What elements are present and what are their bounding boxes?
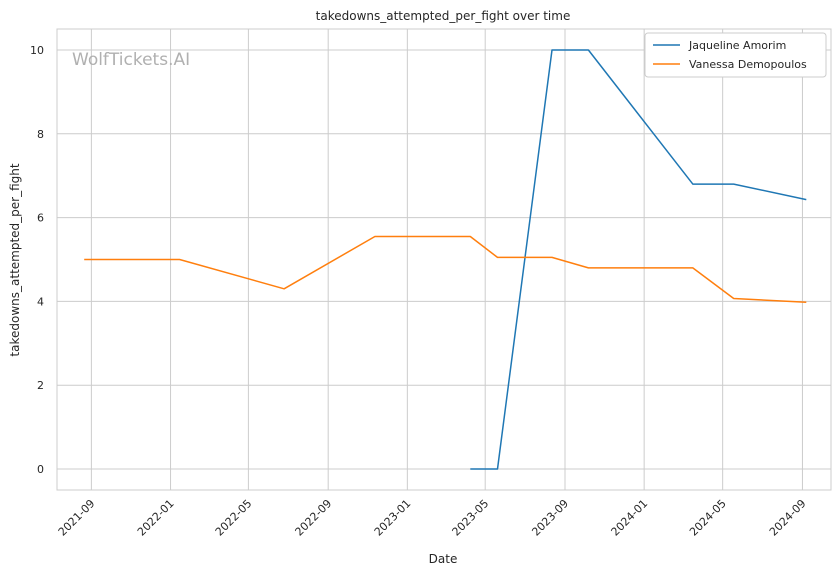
- y-tick-label: 6: [37, 212, 44, 225]
- x-tick-label: 2023-05: [450, 497, 492, 539]
- chart-title: takedowns_attempted_per_fight over time: [316, 9, 571, 23]
- series-layer: [84, 49, 807, 470]
- x-tick-label: 2023-01: [372, 497, 414, 539]
- y-tick-label: 0: [37, 463, 44, 476]
- series-line-vanessa-demopoulos: [84, 235, 807, 303]
- y-tick-label: 4: [37, 295, 44, 308]
- y-axis-ticks: 0 2 4 6 8 10: [30, 44, 44, 476]
- series-line-jaqueline-amorim: [470, 49, 807, 470]
- x-tick-label: 2024-05: [687, 497, 729, 539]
- x-tick-label: 2023-09: [529, 497, 571, 539]
- legend: Jaqueline Amorim Vanessa Demopoulos: [644, 32, 827, 78]
- legend-label-jaqueline-amorim: Jaqueline Amorim: [688, 39, 786, 52]
- x-axis-ticks: 2021-09 2022-01 2022-05 2022-09 2023-01 2023-…: [56, 497, 809, 539]
- y-tick-label: 10: [30, 44, 44, 57]
- y-axis-label: takedowns_attempted_per_fight: [8, 163, 22, 356]
- y-tick-label: 8: [37, 128, 44, 141]
- y-tick-label: 2: [37, 379, 44, 392]
- x-tick-label: 2021-09: [56, 497, 98, 539]
- x-tick-label: 2022-09: [293, 497, 335, 539]
- x-tick-label: 2024-01: [609, 497, 651, 539]
- x-tick-label: 2022-05: [213, 497, 255, 539]
- x-axis-label: Date: [429, 552, 458, 566]
- x-tick-label: 2024-09: [767, 497, 809, 539]
- watermark: WolfTickets.AI: [72, 50, 190, 70]
- legend-box: [644, 32, 827, 78]
- grid: [57, 29, 831, 490]
- x-tick-label: 2022-01: [135, 497, 177, 539]
- plot-frame: [56, 28, 832, 491]
- legend-label-vanessa-demopoulos: Vanessa Demopoulos: [689, 58, 807, 71]
